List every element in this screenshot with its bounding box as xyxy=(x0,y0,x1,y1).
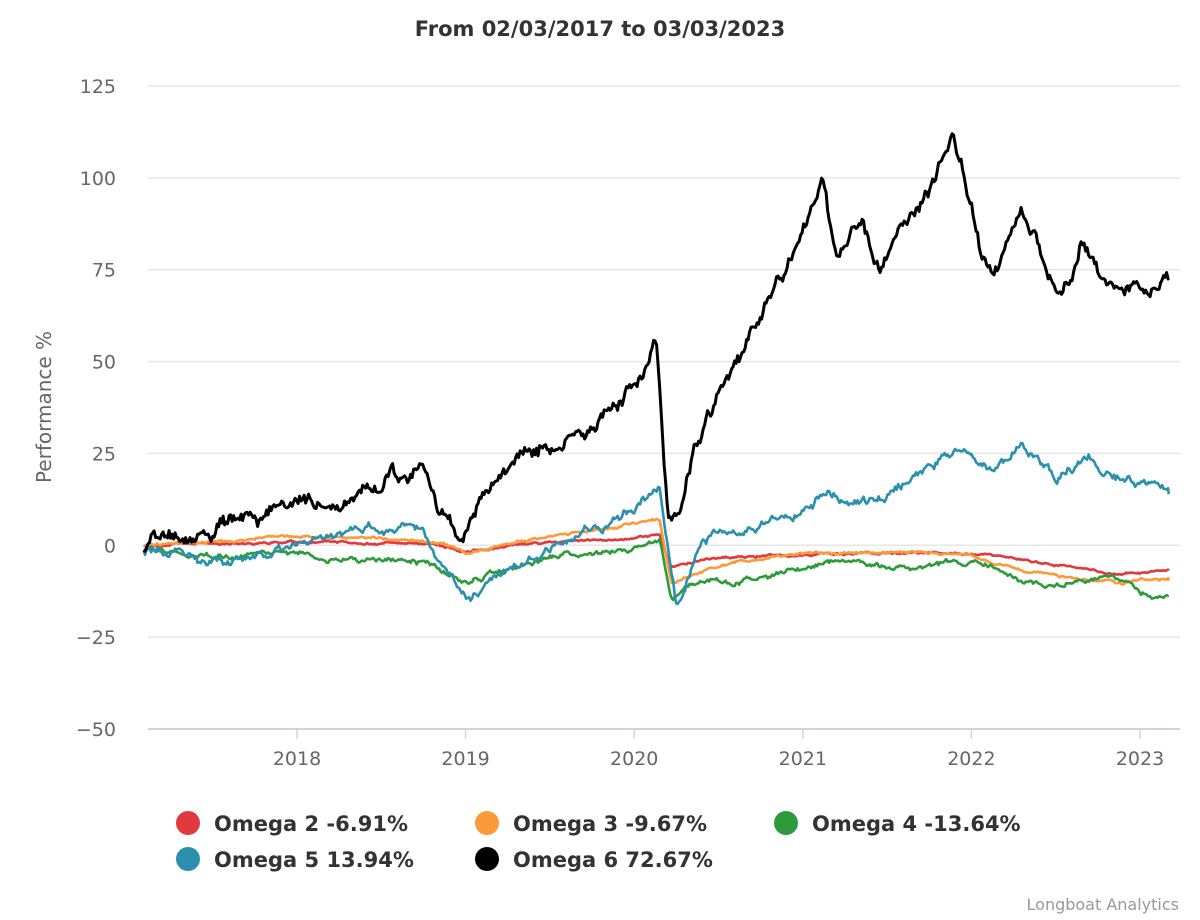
y-axis-ticks: 125 100 75 50 25 0 −25 −50 xyxy=(76,76,116,741)
legend-item-omega-6[interactable]: Omega 6 72.67% xyxy=(475,847,713,872)
x-tick-label: 2021 xyxy=(779,748,827,770)
y-tick-label: 25 xyxy=(92,443,116,465)
chart-title: From 02/03/2017 to 03/03/2023 xyxy=(415,17,786,41)
y-axis-label: Performance % xyxy=(32,331,56,483)
x-tick-label: 2023 xyxy=(1116,748,1164,770)
legend-label: Omega 4 -13.64% xyxy=(812,812,1021,836)
legend-item-omega-5[interactable]: Omega 5 13.94% xyxy=(176,847,414,872)
legend-label: Omega 5 13.94% xyxy=(214,848,414,872)
legend-marker-icon xyxy=(475,811,499,835)
x-tick-label: 2019 xyxy=(441,748,489,770)
series-line-omega-6[interactable] xyxy=(142,132,1170,553)
credits-link[interactable]: Longboat Analytics xyxy=(1027,895,1179,914)
x-tick-label: 2022 xyxy=(947,748,995,770)
series-line-omega-4[interactable] xyxy=(142,537,1170,602)
y-tick-label: 50 xyxy=(92,352,116,374)
y-tick-label: 0 xyxy=(104,535,116,557)
legend-marker-icon xyxy=(475,847,499,871)
y-tick-label: 125 xyxy=(80,76,116,98)
legend-label: Omega 6 72.67% xyxy=(513,848,713,872)
legend-label: Omega 2 -6.91% xyxy=(214,812,408,836)
y-tick-label: 100 xyxy=(80,168,116,190)
y-tick-label: 75 xyxy=(92,260,116,282)
x-axis-ticks: 2018 2019 2020 2021 2022 2023 xyxy=(273,729,1164,770)
x-tick-label: 2018 xyxy=(273,748,321,770)
x-tick-label: 2020 xyxy=(610,748,658,770)
legend-item-omega-3[interactable]: Omega 3 -9.67% xyxy=(475,811,707,836)
series-line-omega-2[interactable] xyxy=(143,533,1170,577)
legend-marker-icon xyxy=(176,811,200,835)
y-tick-label: −25 xyxy=(76,627,116,649)
legend-marker-icon xyxy=(774,811,798,835)
y-tick-label: −50 xyxy=(76,719,116,741)
series-lines xyxy=(142,132,1170,606)
legend-item-omega-4[interactable]: Omega 4 -13.64% xyxy=(774,811,1021,836)
series-line-omega-5[interactable] xyxy=(142,441,1170,606)
legend: Omega 2 -6.91% Omega 3 -9.67% Omega 4 -13.… xyxy=(176,811,1021,872)
legend-marker-icon xyxy=(176,847,200,871)
legend-label: Omega 3 -9.67% xyxy=(513,812,707,836)
legend-item-omega-2[interactable]: Omega 2 -6.91% xyxy=(176,811,408,836)
